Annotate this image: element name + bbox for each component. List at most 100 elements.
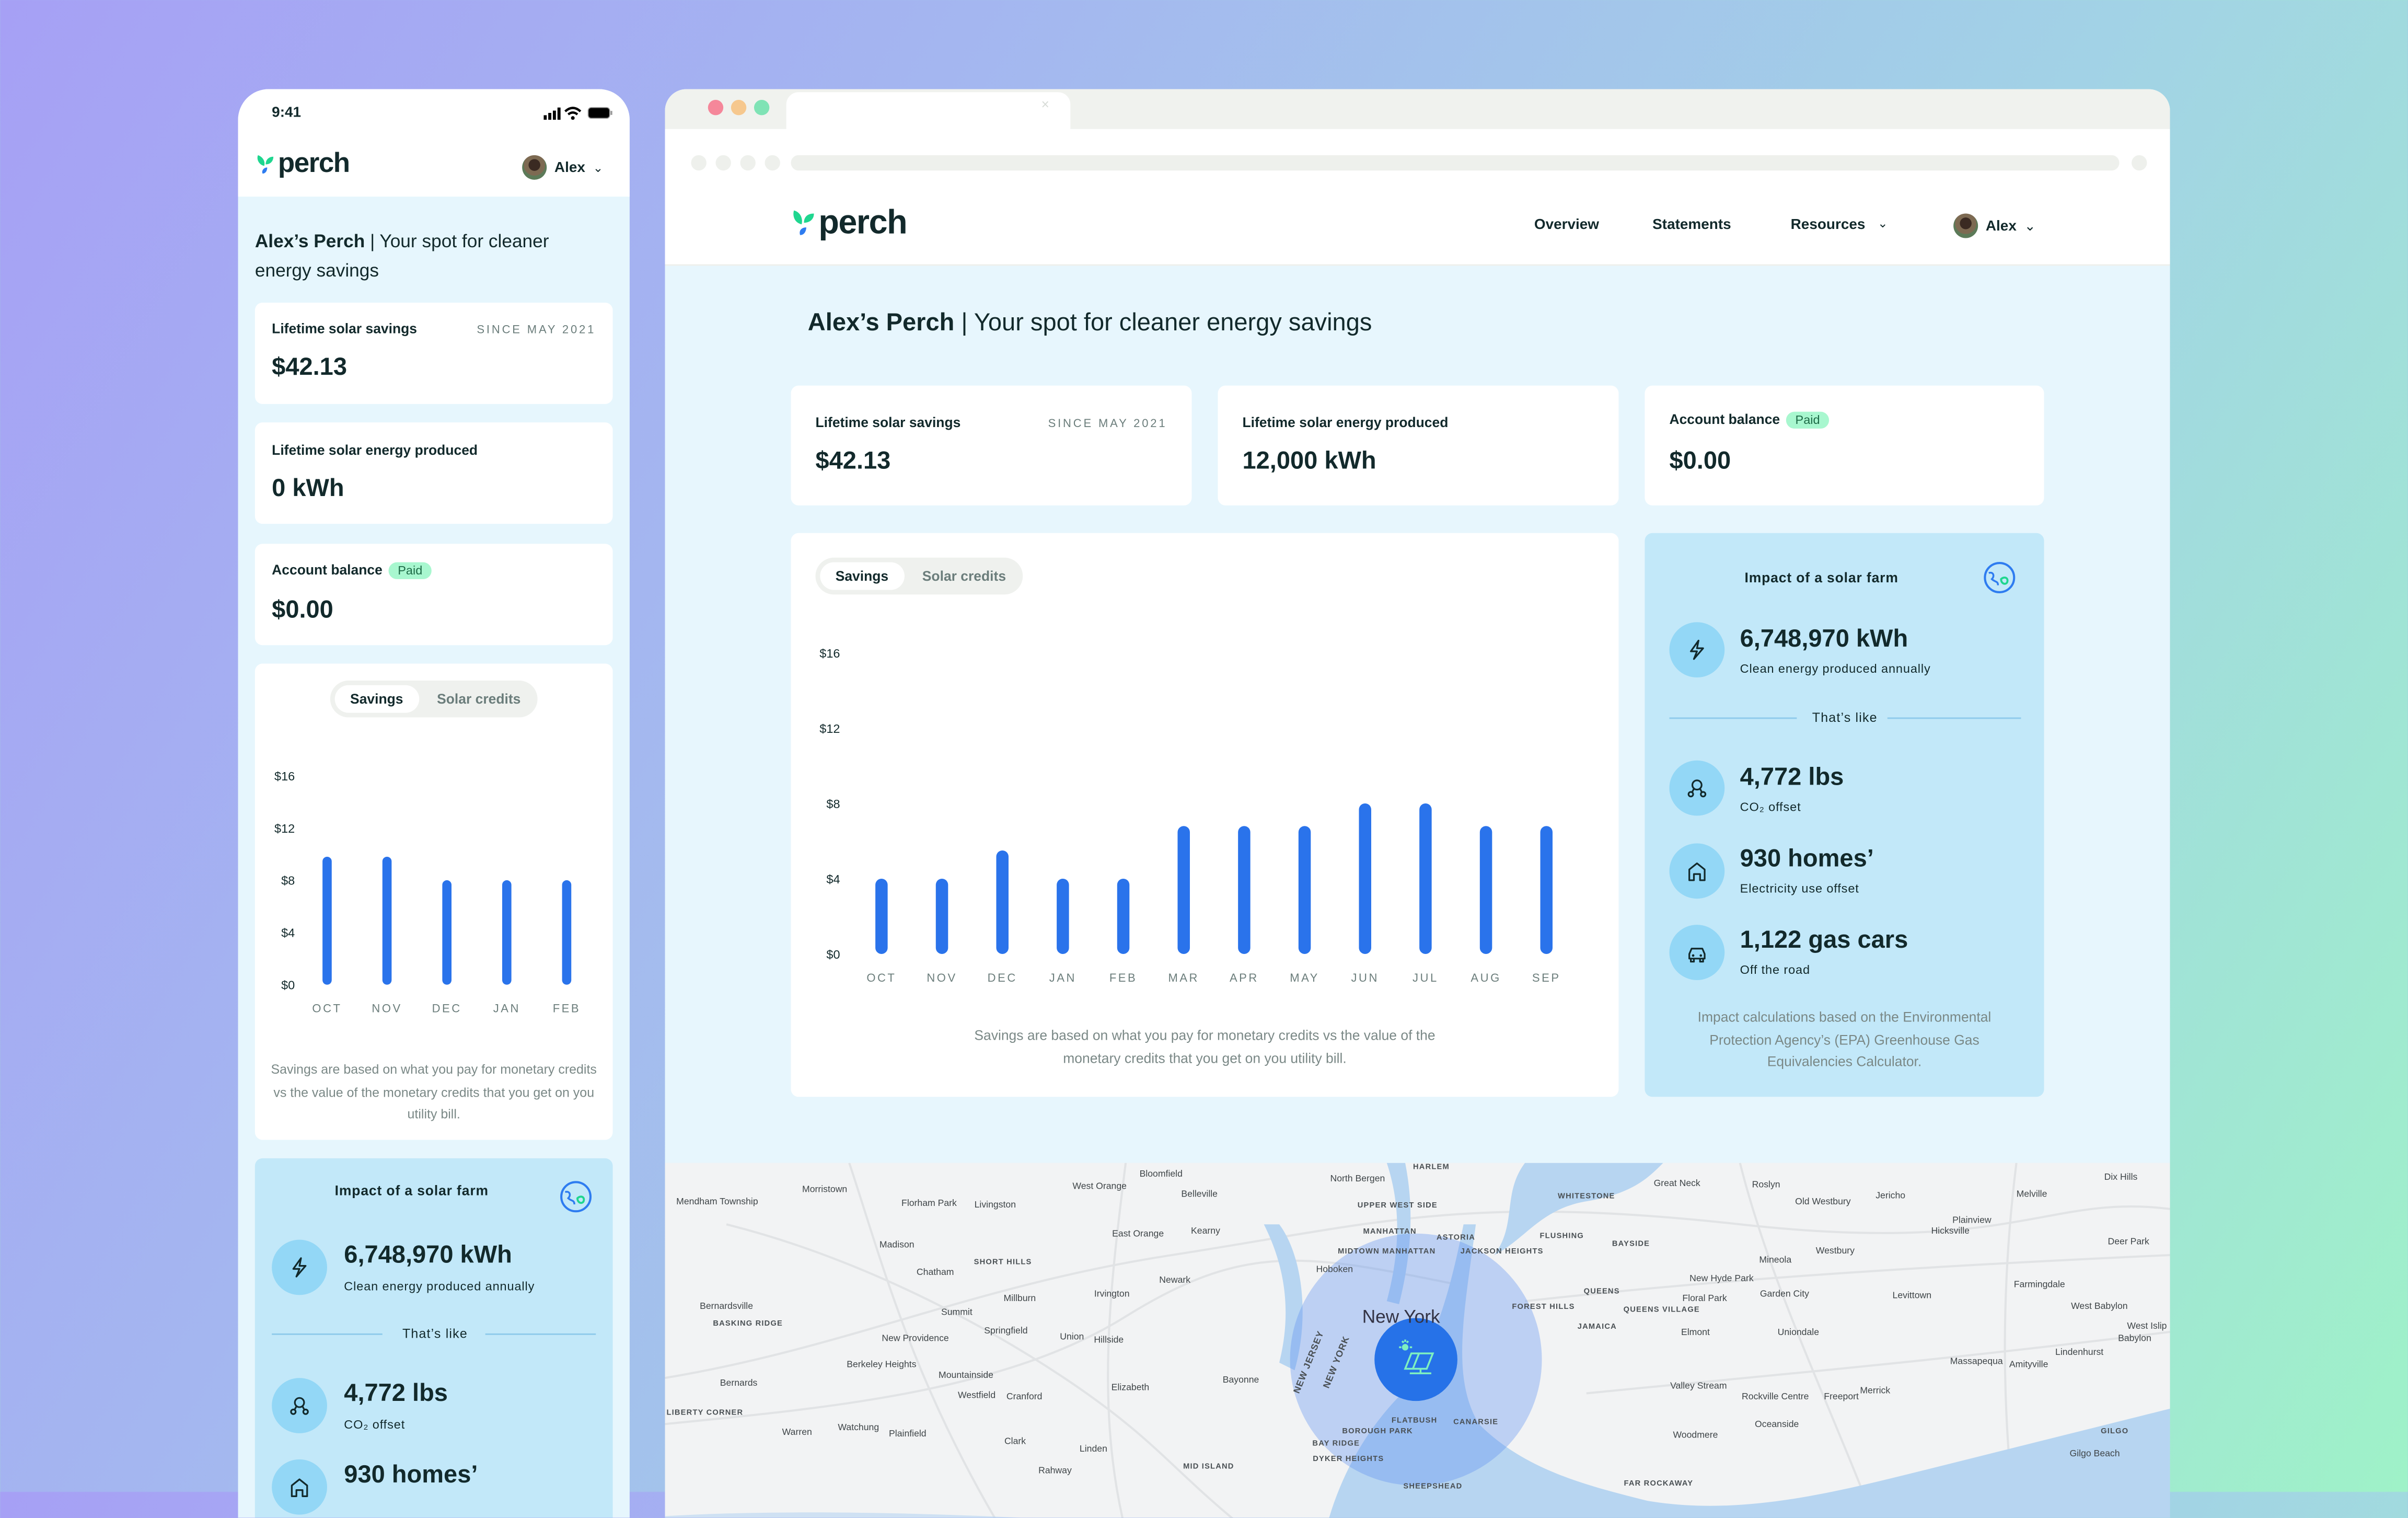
map-label: BOROUGH PARK: [1342, 1427, 1413, 1436]
map-label: Berkeley Heights: [847, 1361, 917, 1371]
car-icon: [1669, 925, 1725, 980]
home-button[interactable]: [765, 155, 780, 171]
browser-menu-button[interactable]: [2132, 155, 2147, 171]
globe-icon: [1984, 562, 2016, 593]
map-label: Massapequa: [1950, 1358, 2003, 1367]
map-base: New York: [665, 1163, 2170, 1518]
address-bar[interactable]: [791, 155, 2120, 171]
perch-logo[interactable]: perch: [255, 147, 350, 180]
map-label: Irvington: [1094, 1290, 1130, 1300]
map-label: FAR ROCKAWAY: [1624, 1479, 1694, 1489]
map-label: West Islip: [2127, 1322, 2167, 1332]
molecule-icon: [272, 1378, 327, 1433]
mobile-view: 9:41 perch Alex ⌄ Alex’s Perch | Your sp…: [238, 89, 630, 1518]
page-title: Alex’s Perch | Your spot for cleaner ene…: [807, 310, 1372, 337]
page-title: Alex’s Perch | Your spot for cleaner ene…: [254, 230, 549, 281]
user-name: Alex: [554, 159, 585, 176]
map-label: Woodmere: [1673, 1431, 1718, 1441]
lifetime-energy-card: Lifetime solar energy produced 0 kWh: [254, 422, 613, 524]
map-label: BAY RIDGE: [1312, 1439, 1360, 1449]
status-icons: [543, 107, 612, 120]
solar-farm-map[interactable]: New York Mendham Township Morristown Florh…: [665, 1163, 2170, 1518]
chart-note: Savings are based on what you pay for mo…: [271, 1061, 597, 1122]
map-label: New Providence: [882, 1335, 949, 1344]
molecule-icon: [1669, 760, 1725, 816]
status-badge: Paid: [388, 562, 432, 579]
map-label: QUEENS VILLAGE: [1623, 1305, 1700, 1315]
chart-toggle: Savings Solar credits: [330, 680, 538, 718]
forward-button[interactable]: [715, 155, 731, 171]
mobile-header: [238, 89, 630, 197]
impact-footnote: Impact calculations based on the Environ…: [1697, 1009, 1992, 1070]
map-label: Oceanside: [1755, 1421, 1799, 1431]
map-label: Watchung: [838, 1424, 879, 1433]
map-label: Dix Hills: [2104, 1174, 2138, 1183]
map-label: Plainview: [1952, 1216, 1992, 1226]
map-label: FOREST HILLS: [1512, 1303, 1575, 1312]
map-label: Clark: [1004, 1438, 1026, 1447]
map-label: Amityville: [2009, 1361, 2048, 1371]
map-label: Hoboken: [1316, 1266, 1353, 1275]
account-balance-card: Account balance Paid $0.00: [254, 544, 613, 646]
map-label: New Hyde Park: [1689, 1275, 1754, 1284]
minimize-window-button[interactable]: [731, 100, 747, 116]
map-label: Levittown: [1892, 1292, 1932, 1302]
perch-logo[interactable]: perch: [791, 203, 908, 243]
status-badge: Paid: [1786, 411, 1830, 429]
map-label: MID ISLAND: [1183, 1462, 1234, 1472]
nav-resources[interactable]: Resources ⌄: [1790, 216, 1888, 234]
back-button[interactable]: [691, 155, 707, 171]
map-label: Floral Park: [1682, 1295, 1727, 1305]
map-label: Deer Park: [2108, 1238, 2149, 1248]
impact-card: Impact of a solar farm 6,748,970 kWh Cle…: [1645, 533, 2044, 1097]
map-label: SHORT HILLS: [974, 1258, 1032, 1268]
map-label: Roslyn: [1752, 1181, 1780, 1191]
map-label: Merrick: [1860, 1387, 1891, 1397]
map-label: Great Neck: [1653, 1179, 1700, 1189]
solar-panel-icon: [1399, 1339, 1434, 1375]
map-label: Farmingdale: [2013, 1281, 2065, 1291]
map-label: Mineola: [1759, 1256, 1792, 1266]
wifi-icon: [564, 107, 582, 120]
nav-statements[interactable]: Statements: [1652, 216, 1731, 234]
chevron-down-icon: ⌄: [593, 160, 604, 175]
map-label: Millburn: [1003, 1295, 1036, 1305]
map-label: Valley Stream: [1670, 1382, 1727, 1392]
lifetime-energy-card: Lifetime solar energy produced 12,000 kW…: [1218, 385, 1619, 505]
map-label: Linden: [1079, 1445, 1107, 1455]
house-icon: [272, 1459, 327, 1515]
map-label: North Bergen: [1330, 1175, 1385, 1184]
globe-icon: [560, 1181, 592, 1213]
map-label: Bernards: [720, 1379, 758, 1389]
map-label: BAYSIDE: [1612, 1239, 1650, 1249]
map-label: WHITESTONE: [1558, 1192, 1615, 1202]
tab-savings[interactable]: Savings: [820, 562, 904, 590]
tab-bar: ×: [665, 89, 2170, 129]
browser-tab[interactable]: [786, 92, 1071, 129]
savings-chart-card: Savings Solar credits Savings are based …: [791, 533, 1619, 1097]
map-label: SHEEPSHEAD: [1403, 1482, 1463, 1492]
map-label: DYKER HEIGHTS: [1313, 1455, 1384, 1464]
leaf-logo-icon: [257, 154, 274, 173]
map-label: MIDTOWN MANHATTAN: [1338, 1247, 1436, 1257]
tab-savings[interactable]: Savings: [334, 685, 419, 713]
impact-card: Impact of a solar farm 6,748,970 kWh Cle…: [254, 1158, 613, 1518]
map-label: Kearny: [1191, 1227, 1220, 1237]
map-label: Mendham Township: [676, 1198, 758, 1208]
lightning-icon: [1669, 622, 1725, 678]
nav-overview[interactable]: Overview: [1534, 216, 1600, 234]
map-label: Rockville Centre: [1742, 1393, 1809, 1403]
close-window-button[interactable]: [708, 100, 724, 116]
tab-solar-credits[interactable]: Solar credits: [437, 691, 521, 707]
user-menu[interactable]: Alex ⌄: [522, 155, 603, 180]
map-label: West Orange: [1072, 1182, 1127, 1192]
reload-button[interactable]: [740, 155, 756, 171]
maximize-window-button[interactable]: [754, 100, 770, 116]
chevron-down-icon: ⌄: [1877, 216, 1888, 231]
map-label: Elizabeth: [1111, 1384, 1150, 1394]
avatar: [522, 155, 547, 180]
map-label: JACKSON HEIGHTS: [1460, 1247, 1544, 1257]
close-tab-icon[interactable]: ×: [1041, 97, 1049, 112]
tab-solar-credits[interactable]: Solar credits: [922, 568, 1006, 584]
user-menu[interactable]: Alex ⌄: [1953, 213, 2036, 238]
